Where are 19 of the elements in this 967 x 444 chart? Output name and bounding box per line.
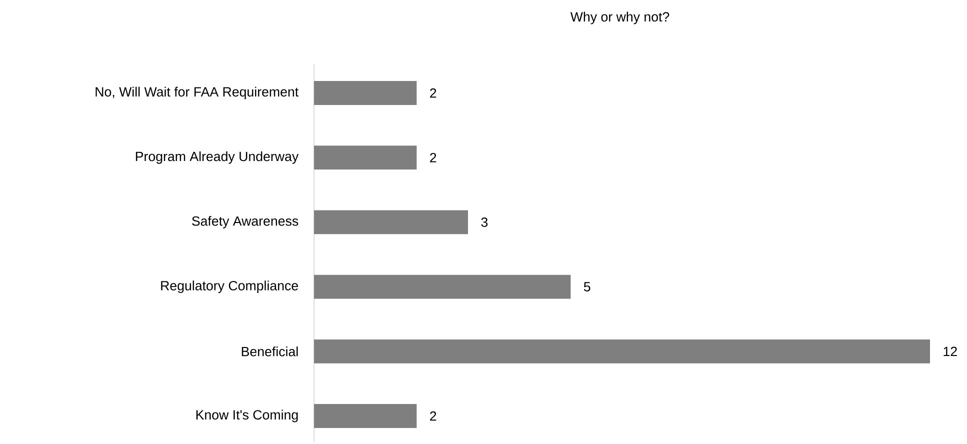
y-tick-label: Safety Awareness xyxy=(192,216,298,228)
chart-title: Why or why not? xyxy=(570,12,670,24)
bar xyxy=(314,404,417,428)
data-label: 12 xyxy=(944,346,957,356)
bar xyxy=(314,274,571,299)
bar xyxy=(314,146,417,170)
bar xyxy=(314,339,930,364)
data-label: 2 xyxy=(430,88,436,98)
y-tick-label: Know It's Coming xyxy=(196,410,298,422)
data-label: 3 xyxy=(481,217,488,227)
bar xyxy=(314,210,468,234)
y-tick-label: Beneficial xyxy=(242,346,298,356)
y-tick-label: Program Already Underway xyxy=(136,151,299,164)
y-tick-label: Regulatory Compliance xyxy=(161,280,298,294)
data-label: 2 xyxy=(430,411,436,421)
bar xyxy=(314,81,417,105)
data-label: 5 xyxy=(584,282,590,292)
data-label: 2 xyxy=(430,152,436,162)
y-tick-label: No, Will Wait for FAA Requirement xyxy=(96,86,299,100)
